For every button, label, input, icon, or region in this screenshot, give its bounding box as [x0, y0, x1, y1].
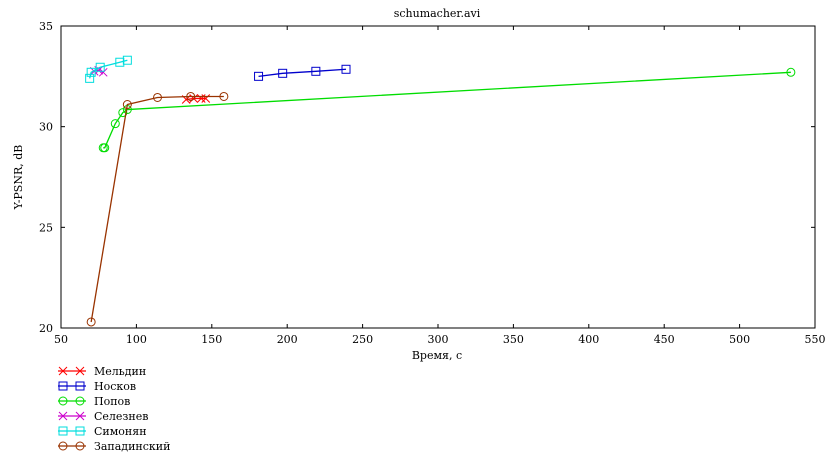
x-tick-label: 450 — [654, 333, 675, 346]
x-tick-label: 350 — [503, 333, 524, 346]
data-point — [110, 119, 120, 129]
x-tick-label: 50 — [54, 333, 68, 346]
data-point — [95, 62, 105, 72]
data-point — [122, 100, 132, 110]
data-point-stroke-b — [98, 67, 108, 77]
x-tick-label: 200 — [277, 333, 298, 346]
y-axis: 20 25 30 35 — [39, 20, 815, 335]
series-line — [186, 97, 206, 101]
legend-marker-left — [58, 441, 68, 451]
legend-item: Селезнев — [58, 410, 148, 423]
legend-marker-left — [58, 426, 68, 436]
series-2 — [254, 64, 351, 81]
series-1 — [181, 94, 211, 104]
legend-label: Носков — [94, 380, 136, 393]
legend-item: Западинский — [58, 440, 170, 453]
x-tick-label: 500 — [729, 333, 750, 346]
legend-item: Симонян — [58, 425, 147, 438]
data-point — [201, 94, 211, 103]
data-point-stroke-b — [196, 94, 206, 103]
legend: Мельдин Носков Попов Селезнев Симонян Западин… — [58, 365, 170, 453]
legend-marker-left-stroke-b — [58, 366, 68, 376]
data-point — [98, 67, 108, 77]
series-5 — [85, 55, 132, 83]
legend-label: Симонян — [94, 425, 147, 438]
data-point — [122, 55, 132, 65]
legend-marker-right — [75, 366, 85, 376]
data-point — [196, 94, 206, 103]
series-6 — [86, 91, 229, 327]
data-point — [219, 91, 229, 101]
data-point — [786, 67, 796, 77]
series-3 — [98, 67, 796, 153]
y-tick-label: 20 — [39, 322, 53, 335]
x-axis-label: Время, с — [412, 349, 462, 362]
x-tick-label: 300 — [428, 333, 449, 346]
series-layer — [85, 55, 796, 327]
legend-marker-right — [75, 381, 85, 391]
x-tick-label: 400 — [578, 333, 599, 346]
y-tick-label: 35 — [39, 20, 53, 33]
legend-marker-left — [58, 396, 68, 406]
legend-item: Носков — [58, 380, 136, 393]
x-tick-label: 550 — [805, 333, 826, 346]
data-point-stroke-b — [189, 94, 199, 103]
data-point — [85, 73, 95, 83]
plot-area — [60, 25, 816, 329]
data-point — [86, 317, 96, 327]
x-tick-label: 100 — [126, 333, 147, 346]
legend-marker-right — [75, 411, 85, 421]
data-point — [278, 68, 288, 78]
data-point — [341, 64, 351, 74]
data-point — [86, 67, 96, 77]
legend-marker-left-stroke-b — [58, 411, 68, 421]
series-line — [90, 95, 224, 323]
legend-marker-right — [75, 396, 85, 406]
data-point — [153, 92, 163, 102]
data-point-stroke-b — [201, 94, 211, 103]
y-tick-label: 30 — [39, 121, 53, 134]
legend-marker-right-stroke-b — [75, 411, 85, 421]
y-tick-label: 25 — [39, 221, 53, 234]
legend-marker-right — [75, 426, 85, 436]
legend-label: Селезнев — [94, 410, 148, 423]
legend-item: Мельдин — [58, 365, 146, 378]
x-axis: 50 100 150 200 250 300 350 400 450 500 550 — [54, 26, 826, 346]
legend-label: Мельдин — [94, 365, 146, 378]
legend-item: Попов — [58, 395, 130, 408]
legend-marker-left — [58, 411, 68, 421]
data-point — [100, 143, 110, 153]
series-line — [258, 68, 347, 77]
data-point — [254, 71, 264, 81]
legend-marker-left — [58, 366, 68, 376]
legend-label: Западинский — [94, 440, 170, 453]
data-point — [311, 66, 321, 76]
chart-title: schumacher.avi — [394, 7, 481, 20]
legend-marker-left — [58, 381, 68, 391]
legend-label: Попов — [94, 395, 130, 408]
data-point — [186, 91, 196, 101]
data-point — [189, 94, 199, 103]
x-tick-label: 150 — [201, 333, 222, 346]
x-tick-label: 250 — [352, 333, 373, 346]
y-axis-label: Y-PSNR, dB — [12, 145, 25, 211]
data-point — [118, 108, 128, 118]
legend-marker-right — [75, 441, 85, 451]
series-line — [103, 71, 791, 149]
legend-marker-right-stroke-b — [75, 366, 85, 376]
